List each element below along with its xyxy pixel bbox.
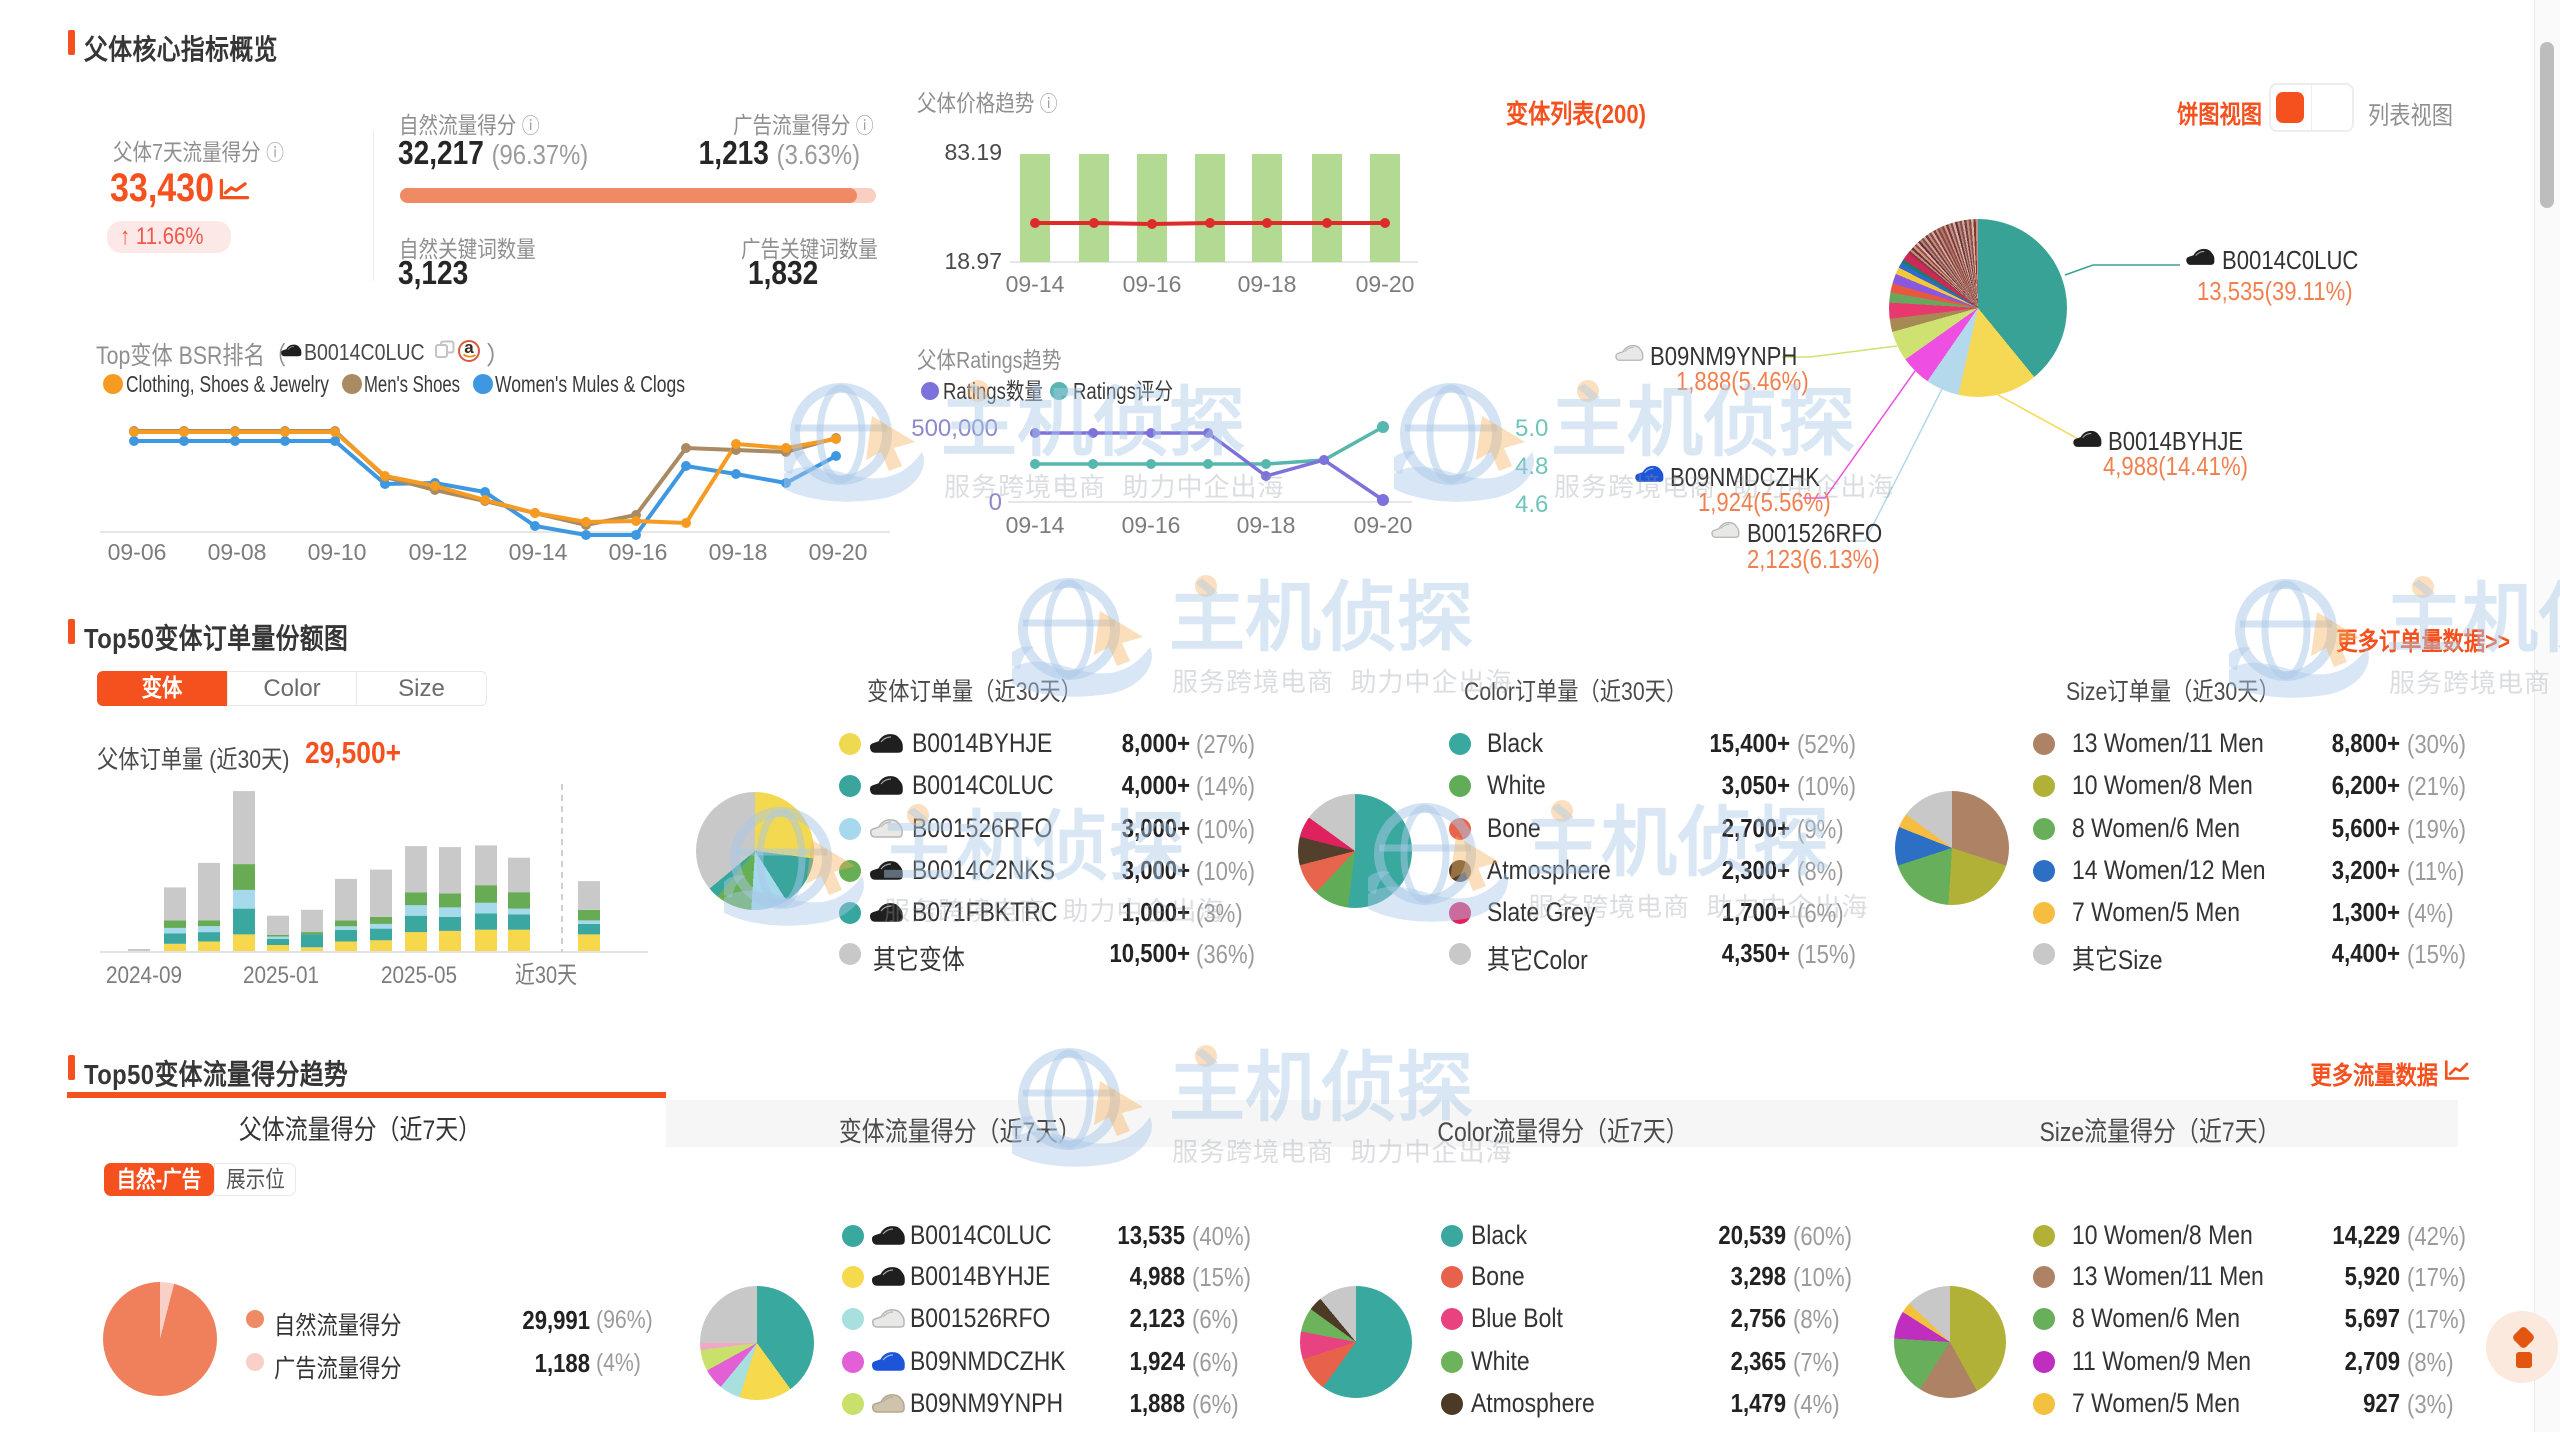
svg-text:09-16: 09-16 (609, 539, 668, 565)
svg-text:83.19: 83.19 (944, 139, 1002, 165)
svg-text:09-18: 09-18 (1238, 271, 1297, 297)
svg-text:Men's Shoes: Men's Shoes (364, 371, 460, 397)
svg-text:Ratings数量: Ratings数量 (943, 378, 1043, 404)
svg-text:0: 0 (989, 489, 1002, 516)
svg-text:09-18: 09-18 (709, 539, 768, 565)
svg-text:Ratings评分: Ratings评分 (1073, 378, 1173, 404)
svg-text:2025-01: 2025-01 (243, 962, 319, 989)
svg-text:09-14: 09-14 (1006, 271, 1065, 297)
svg-text:09-06: 09-06 (108, 539, 167, 565)
svg-text:09-18: 09-18 (1237, 512, 1296, 538)
svg-text:500,000: 500,000 (911, 415, 998, 442)
svg-text:09-12: 09-12 (409, 539, 468, 565)
svg-text:09-08: 09-08 (208, 539, 267, 565)
svg-text:09-14: 09-14 (509, 539, 568, 565)
svg-text:09-20: 09-20 (809, 539, 868, 565)
svg-text:Women's Mules & Clogs: Women's Mules & Clogs (495, 371, 685, 397)
svg-text:4.8: 4.8 (1515, 453, 1548, 480)
svg-text:09-16: 09-16 (1122, 512, 1181, 538)
svg-text:18.97: 18.97 (944, 248, 1002, 274)
svg-text:09-20: 09-20 (1354, 512, 1413, 538)
svg-text:近30天: 近30天 (515, 962, 577, 989)
svg-text:5.0: 5.0 (1515, 415, 1548, 442)
svg-text:09-10: 09-10 (308, 539, 367, 565)
svg-text:4.6: 4.6 (1515, 491, 1548, 518)
svg-text:2025-05: 2025-05 (381, 962, 457, 989)
svg-text:2024-09: 2024-09 (106, 962, 182, 989)
svg-text:09-14: 09-14 (1006, 512, 1065, 538)
svg-text:09-20: 09-20 (1356, 271, 1415, 297)
svg-text:09-16: 09-16 (1123, 271, 1182, 297)
svg-text:Clothing, Shoes & Jewelry: Clothing, Shoes & Jewelry (126, 371, 329, 397)
